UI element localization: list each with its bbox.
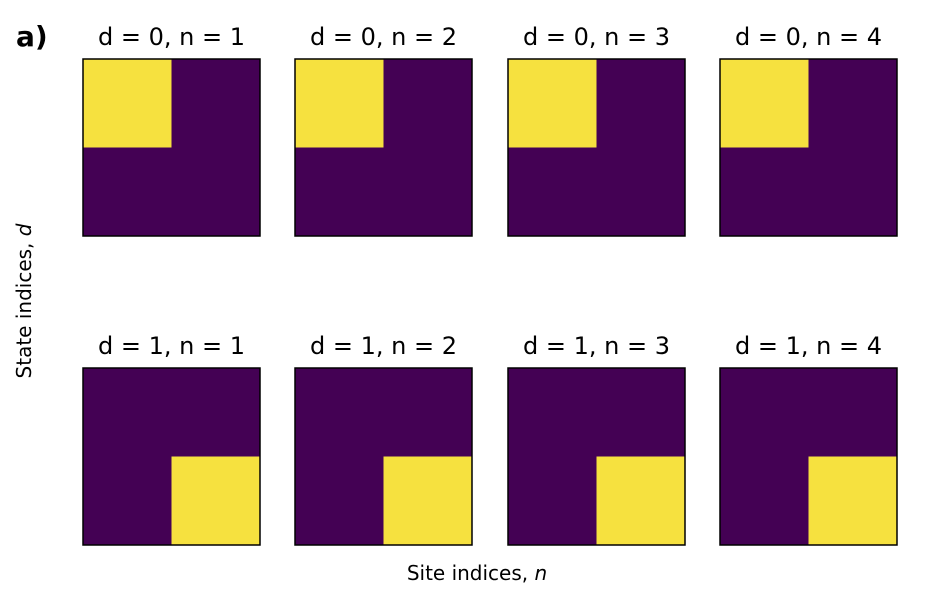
heatmap-cell <box>720 147 809 237</box>
panel-title: d = 0, n = 4 <box>735 23 882 51</box>
heatmap-panel: d = 0, n = 3 <box>507 23 686 237</box>
panel-frame <box>294 367 473 546</box>
heatmap-cell <box>171 456 261 546</box>
heatmap-cell <box>508 368 597 457</box>
heatmap-cell <box>171 59 261 148</box>
panel-frame <box>719 58 898 237</box>
heatmap-panels: d = 0, n = 1 d = 0, n = 2 d = 0, n = 3 d = … <box>82 23 898 546</box>
heatmap-panel: d = 0, n = 4 <box>719 23 898 237</box>
heatmap-cell <box>295 368 384 457</box>
heatmap-panel: d = 1, n = 3 <box>507 332 686 546</box>
heatmap-cell <box>83 59 172 148</box>
heatmap-panel: d = 1, n = 2 <box>294 332 473 546</box>
heatmap-panel: d = 1, n = 1 <box>82 332 261 546</box>
heatmap-cell <box>83 147 172 237</box>
heatmap-cell <box>295 456 384 546</box>
heatmap-cell <box>808 456 898 546</box>
heatmap-cell <box>171 368 261 457</box>
heatmap-cell <box>83 368 172 457</box>
heatmap-cell <box>295 59 384 148</box>
heatmap-cell <box>383 59 473 148</box>
y-axis-label-text: State indices, <box>12 236 36 378</box>
heatmap-cell <box>596 368 686 457</box>
heatmap-cell <box>383 368 473 457</box>
heatmap-panel: d = 0, n = 1 <box>82 23 261 237</box>
heatmap-cell <box>596 456 686 546</box>
heatmap-cell <box>508 59 597 148</box>
heatmap-cell <box>808 59 898 148</box>
panel-title: d = 1, n = 1 <box>98 332 245 360</box>
panel-frame <box>82 367 261 546</box>
x-axis-label-var: n <box>535 561 548 585</box>
heatmap-panel: d = 1, n = 4 <box>719 332 898 546</box>
heatmap-cell <box>720 59 809 148</box>
heatmap-cell <box>508 147 597 237</box>
panel-frame <box>719 367 898 546</box>
panel-frame <box>507 58 686 237</box>
panel-title: d = 1, n = 3 <box>523 332 670 360</box>
panel-title: d = 1, n = 4 <box>735 332 882 360</box>
panel-title: d = 0, n = 1 <box>98 23 245 51</box>
panel-title: d = 0, n = 3 <box>523 23 670 51</box>
heatmap-panel: d = 0, n = 2 <box>294 23 473 237</box>
x-axis-label: Site indices, n <box>407 561 547 585</box>
x-axis-label-text: Site indices, <box>407 561 535 585</box>
heatmap-cell <box>295 147 384 237</box>
heatmap-cell <box>720 368 809 457</box>
panel-title: d = 0, n = 2 <box>310 23 457 51</box>
heatmap-cell <box>808 368 898 457</box>
y-axis-label-var: d <box>12 223 36 236</box>
panel-frame <box>507 367 686 546</box>
heatmap-cell <box>383 147 473 237</box>
heatmap-cell <box>383 456 473 546</box>
panel-frame <box>294 58 473 237</box>
panel-title: d = 1, n = 2 <box>310 332 457 360</box>
heatmap-cell <box>720 456 809 546</box>
heatmap-cell <box>508 456 597 546</box>
heatmap-cell <box>596 59 686 148</box>
panel-frame <box>82 58 261 237</box>
heatmap-cell <box>83 456 172 546</box>
heatmap-cell <box>808 147 898 237</box>
y-axis-label: State indices, d <box>12 223 36 378</box>
heatmap-cell <box>171 147 261 237</box>
panel-label: a) <box>16 20 48 53</box>
heatmap-cell <box>596 147 686 237</box>
